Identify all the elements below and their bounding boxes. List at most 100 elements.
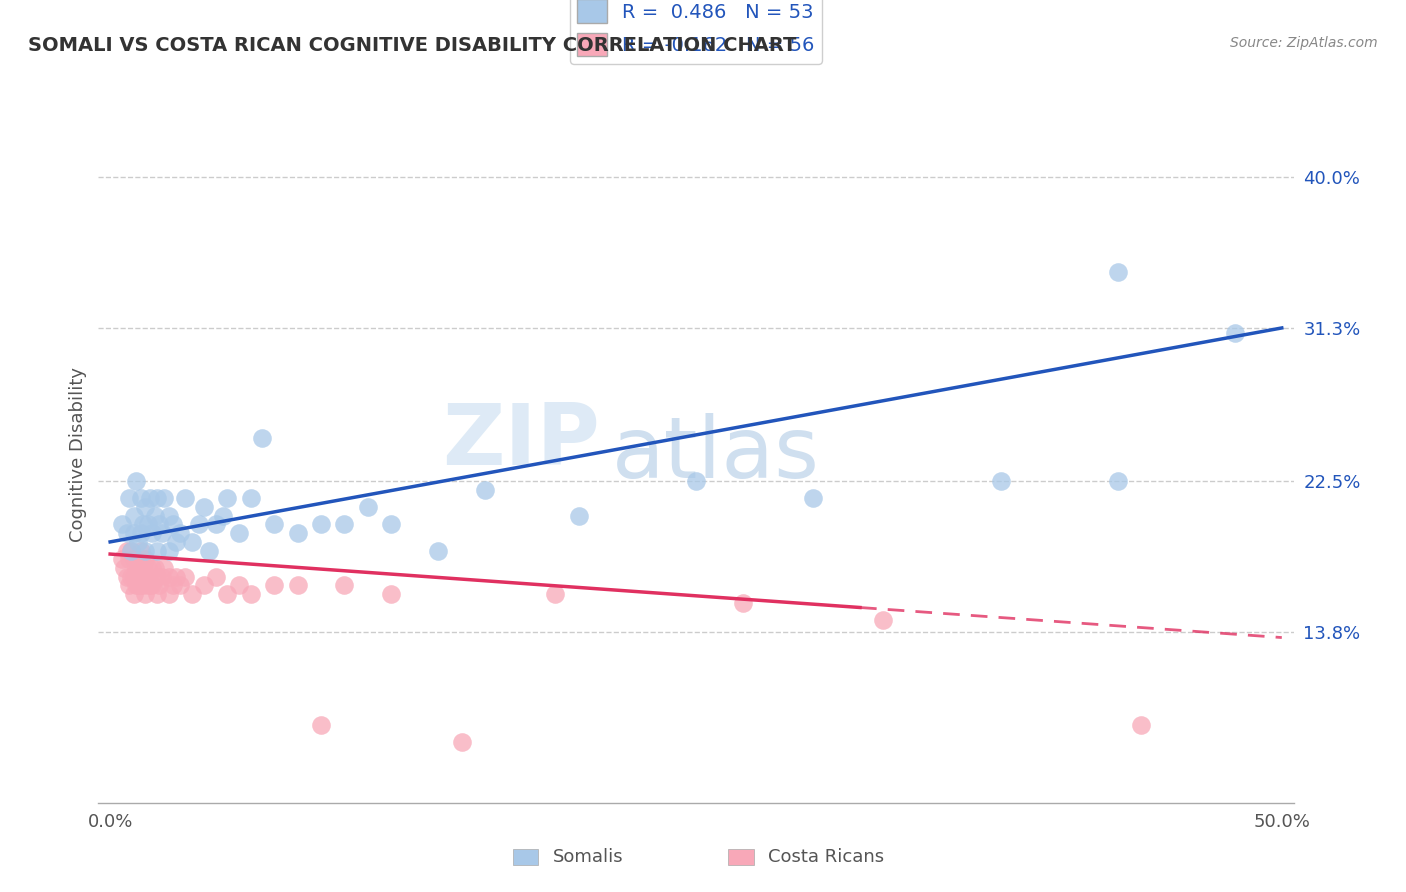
Point xyxy=(474,483,496,497)
Point xyxy=(134,543,156,558)
Text: Somalis: Somalis xyxy=(553,848,623,866)
Point xyxy=(157,543,180,558)
Point xyxy=(125,474,148,488)
Point xyxy=(162,517,184,532)
Point xyxy=(153,491,176,506)
Point xyxy=(217,587,239,601)
Point xyxy=(134,587,156,601)
Text: atlas: atlas xyxy=(613,413,820,497)
Point xyxy=(132,517,155,532)
Legend: R =  0.486   N = 53, R = -0.162   N = 56: R = 0.486 N = 53, R = -0.162 N = 56 xyxy=(569,0,823,64)
Point xyxy=(127,578,149,592)
Point xyxy=(169,526,191,541)
Point xyxy=(129,543,152,558)
Point xyxy=(427,543,450,558)
Point xyxy=(174,491,197,506)
Y-axis label: Cognitive Disability: Cognitive Disability xyxy=(69,368,87,542)
Point xyxy=(157,569,180,583)
Point xyxy=(122,526,145,541)
Point xyxy=(162,578,184,592)
Point xyxy=(153,561,176,575)
Point xyxy=(141,526,163,541)
Point xyxy=(122,508,145,523)
Point xyxy=(357,500,380,514)
Point xyxy=(129,526,152,541)
Point xyxy=(139,578,162,592)
Point xyxy=(204,569,226,583)
Point xyxy=(252,430,274,444)
Point xyxy=(217,491,239,506)
Point xyxy=(169,578,191,592)
Point xyxy=(181,534,204,549)
Point xyxy=(228,526,250,541)
Point xyxy=(115,526,138,541)
Point xyxy=(112,561,135,575)
Point xyxy=(148,578,170,592)
Point xyxy=(134,569,156,583)
Point xyxy=(129,491,152,506)
Point xyxy=(181,587,204,601)
Point xyxy=(134,552,156,566)
Point xyxy=(188,517,211,532)
Point xyxy=(174,569,197,583)
Point xyxy=(136,578,159,592)
Point xyxy=(872,613,894,627)
Point xyxy=(143,561,166,575)
Point xyxy=(136,561,159,575)
Point xyxy=(309,717,332,731)
Point xyxy=(228,578,250,592)
Point xyxy=(165,534,187,549)
Point xyxy=(165,569,187,583)
Point xyxy=(132,578,155,592)
Point xyxy=(148,517,170,532)
Point xyxy=(380,587,402,601)
Point xyxy=(125,578,148,592)
Point xyxy=(1107,474,1129,488)
Point xyxy=(127,561,149,575)
Text: ZIP: ZIP xyxy=(443,400,600,483)
Point xyxy=(380,517,402,532)
Point xyxy=(125,561,148,575)
Point xyxy=(129,578,152,592)
Text: Costa Ricans: Costa Ricans xyxy=(768,848,884,866)
Point xyxy=(150,569,173,583)
Point xyxy=(157,587,180,601)
Point xyxy=(287,578,309,592)
Point xyxy=(122,569,145,583)
Point xyxy=(115,543,138,558)
Point xyxy=(118,578,141,592)
Point xyxy=(568,508,591,523)
Point xyxy=(193,500,215,514)
Point xyxy=(120,543,142,558)
Point xyxy=(333,517,356,532)
Point xyxy=(1130,717,1153,731)
Point xyxy=(211,508,233,523)
Point xyxy=(146,543,169,558)
Point xyxy=(146,587,169,601)
Point xyxy=(111,552,134,566)
Text: Source: ZipAtlas.com: Source: ZipAtlas.com xyxy=(1230,36,1378,50)
Point xyxy=(134,500,156,514)
Point xyxy=(193,578,215,592)
Point xyxy=(111,517,134,532)
Point xyxy=(731,596,754,610)
Point xyxy=(143,508,166,523)
Point xyxy=(146,569,169,583)
Point xyxy=(118,491,141,506)
Point xyxy=(333,578,356,592)
Point xyxy=(990,474,1012,488)
Point xyxy=(122,587,145,601)
Point xyxy=(115,569,138,583)
Point xyxy=(263,517,285,532)
Point xyxy=(129,561,152,575)
Point xyxy=(801,491,824,506)
Point xyxy=(150,526,173,541)
Point xyxy=(1223,326,1246,341)
Point xyxy=(139,491,162,506)
Point xyxy=(122,552,145,566)
Point xyxy=(287,526,309,541)
Point xyxy=(239,491,262,506)
Point xyxy=(197,543,219,558)
Point xyxy=(118,552,141,566)
Point xyxy=(239,587,262,601)
